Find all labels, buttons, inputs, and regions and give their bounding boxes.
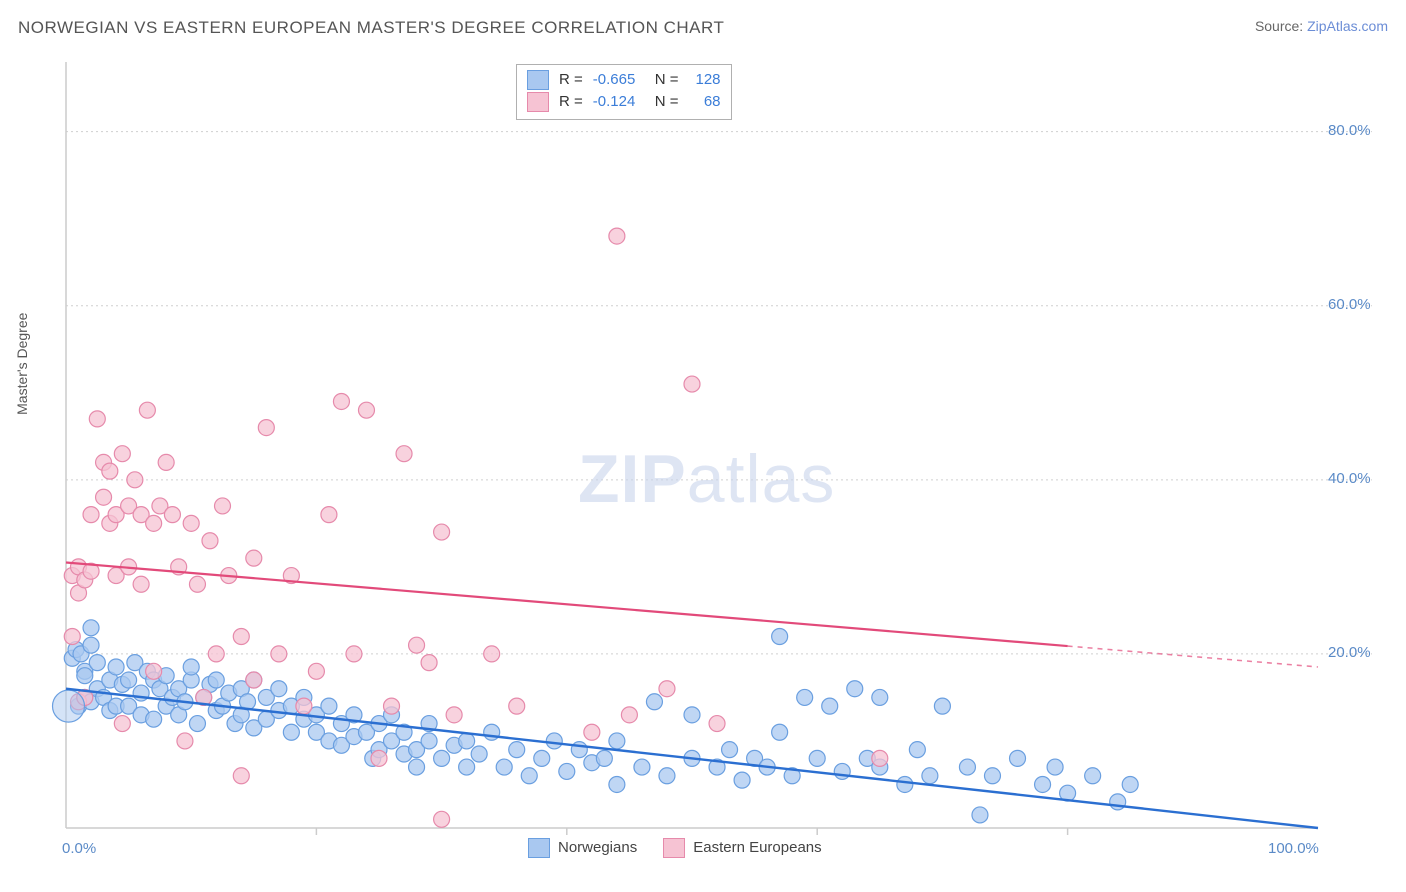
chart-container: Master's Degree ZIPatlas R =-0.665N =128… <box>18 50 1388 882</box>
legend-swatch <box>663 838 685 858</box>
correlation-legend-row: R = -0.665 N = 128 <box>527 69 721 91</box>
source-link[interactable]: ZipAtlas.com <box>1307 18 1388 34</box>
chart-title: NORWEGIAN VS EASTERN EUROPEAN MASTER'S D… <box>18 18 724 38</box>
y-tick-label: 20.0% <box>1328 644 1371 661</box>
legend-n-value: 128 <box>689 69 721 91</box>
series-legend-item: Norwegians <box>528 838 637 858</box>
legend-r-label: R = <box>559 69 583 91</box>
source-prefix: Source: <box>1255 18 1307 34</box>
series-legend-label: Norwegians <box>558 839 637 856</box>
y-tick-label: 80.0% <box>1328 122 1371 139</box>
series-legend-item: Eastern Europeans <box>663 838 821 858</box>
legend-swatch <box>527 70 549 90</box>
correlation-legend: R = -0.665 N = 128 R = -0.124 N = 68 <box>516 64 732 120</box>
series-legend: Norwegians Eastern Europeans <box>528 838 822 858</box>
source-attribution: Source: ZipAtlas.com <box>1255 18 1388 34</box>
y-tick-label: 40.0% <box>1328 470 1371 487</box>
series-legend-label: Eastern Europeans <box>693 839 821 856</box>
legend-r-value: -0.124 <box>593 91 645 113</box>
legend-n-label: N = <box>655 91 679 113</box>
legend-r-value: -0.665 <box>593 69 645 91</box>
scatter-chart <box>18 50 1388 880</box>
header-row: NORWEGIAN VS EASTERN EUROPEAN MASTER'S D… <box>18 18 1388 38</box>
legend-n-value: 68 <box>689 91 721 113</box>
legend-swatch <box>527 92 549 112</box>
y-axis-label: Master's Degree <box>14 313 30 415</box>
legend-swatch <box>528 838 550 858</box>
x-tick-label: 100.0% <box>1268 840 1319 857</box>
x-tick-label: 0.0% <box>62 840 96 857</box>
correlation-legend-row: R = -0.124 N = 68 <box>527 91 721 113</box>
legend-r-label: R = <box>559 91 583 113</box>
legend-n-label: N = <box>655 69 679 91</box>
y-tick-label: 60.0% <box>1328 296 1371 313</box>
